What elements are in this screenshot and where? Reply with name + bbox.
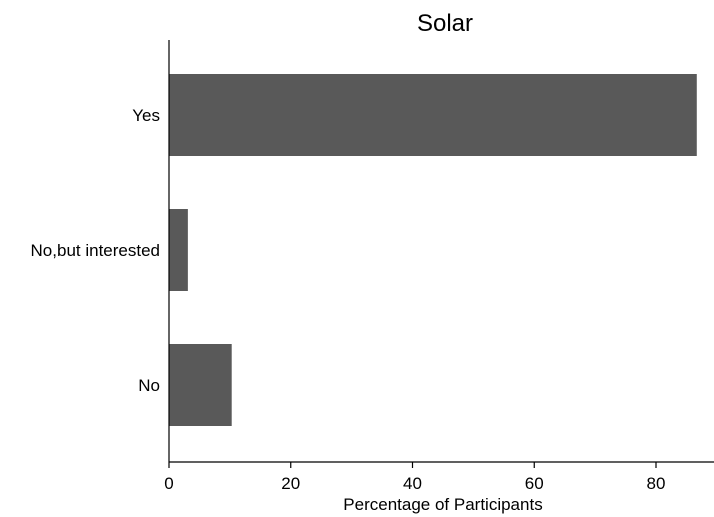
bars-group (169, 74, 697, 426)
bar-2 (169, 344, 232, 426)
bar-0 (169, 74, 697, 156)
category-label-2: No (138, 376, 160, 395)
category-label-0: Yes (132, 106, 160, 125)
x-tick-label-1: 20 (281, 474, 300, 493)
x-axis-title: Percentage of Participants (343, 495, 542, 514)
chart-title: Solar (417, 10, 473, 37)
x-tick-label-4: 80 (647, 474, 666, 493)
x-tick-label-3: 60 (525, 474, 544, 493)
x-tick-label-2: 40 (403, 474, 422, 493)
x-tick-label-0: 0 (164, 474, 173, 493)
category-label-1: No,but interested (31, 241, 160, 260)
x-ticks: 0 20 40 60 80 (164, 462, 665, 493)
bar-1 (169, 209, 188, 291)
category-labels: Yes No,but interested No (31, 106, 160, 395)
